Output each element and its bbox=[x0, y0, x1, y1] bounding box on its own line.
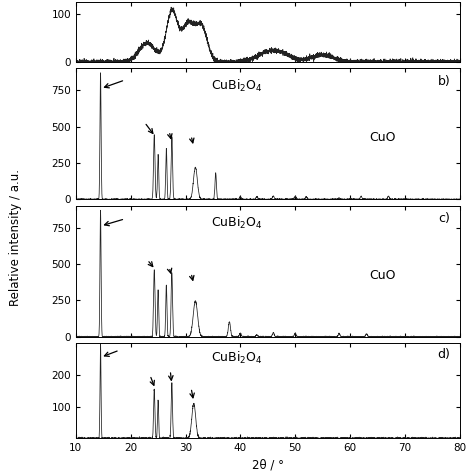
Text: b): b) bbox=[438, 75, 450, 88]
X-axis label: 2θ / °: 2θ / ° bbox=[252, 459, 284, 472]
Text: CuBi$_2$O$_4$: CuBi$_2$O$_4$ bbox=[211, 350, 263, 366]
Text: CuBi$_2$O$_4$: CuBi$_2$O$_4$ bbox=[211, 77, 263, 93]
Text: CuO: CuO bbox=[370, 269, 396, 282]
Text: CuBi$_2$O$_4$: CuBi$_2$O$_4$ bbox=[211, 215, 263, 231]
Text: c): c) bbox=[438, 212, 450, 225]
Text: d): d) bbox=[438, 348, 450, 361]
Text: Relative intensity / a.u.: Relative intensity / a.u. bbox=[9, 168, 22, 306]
Text: CuO: CuO bbox=[370, 131, 396, 144]
